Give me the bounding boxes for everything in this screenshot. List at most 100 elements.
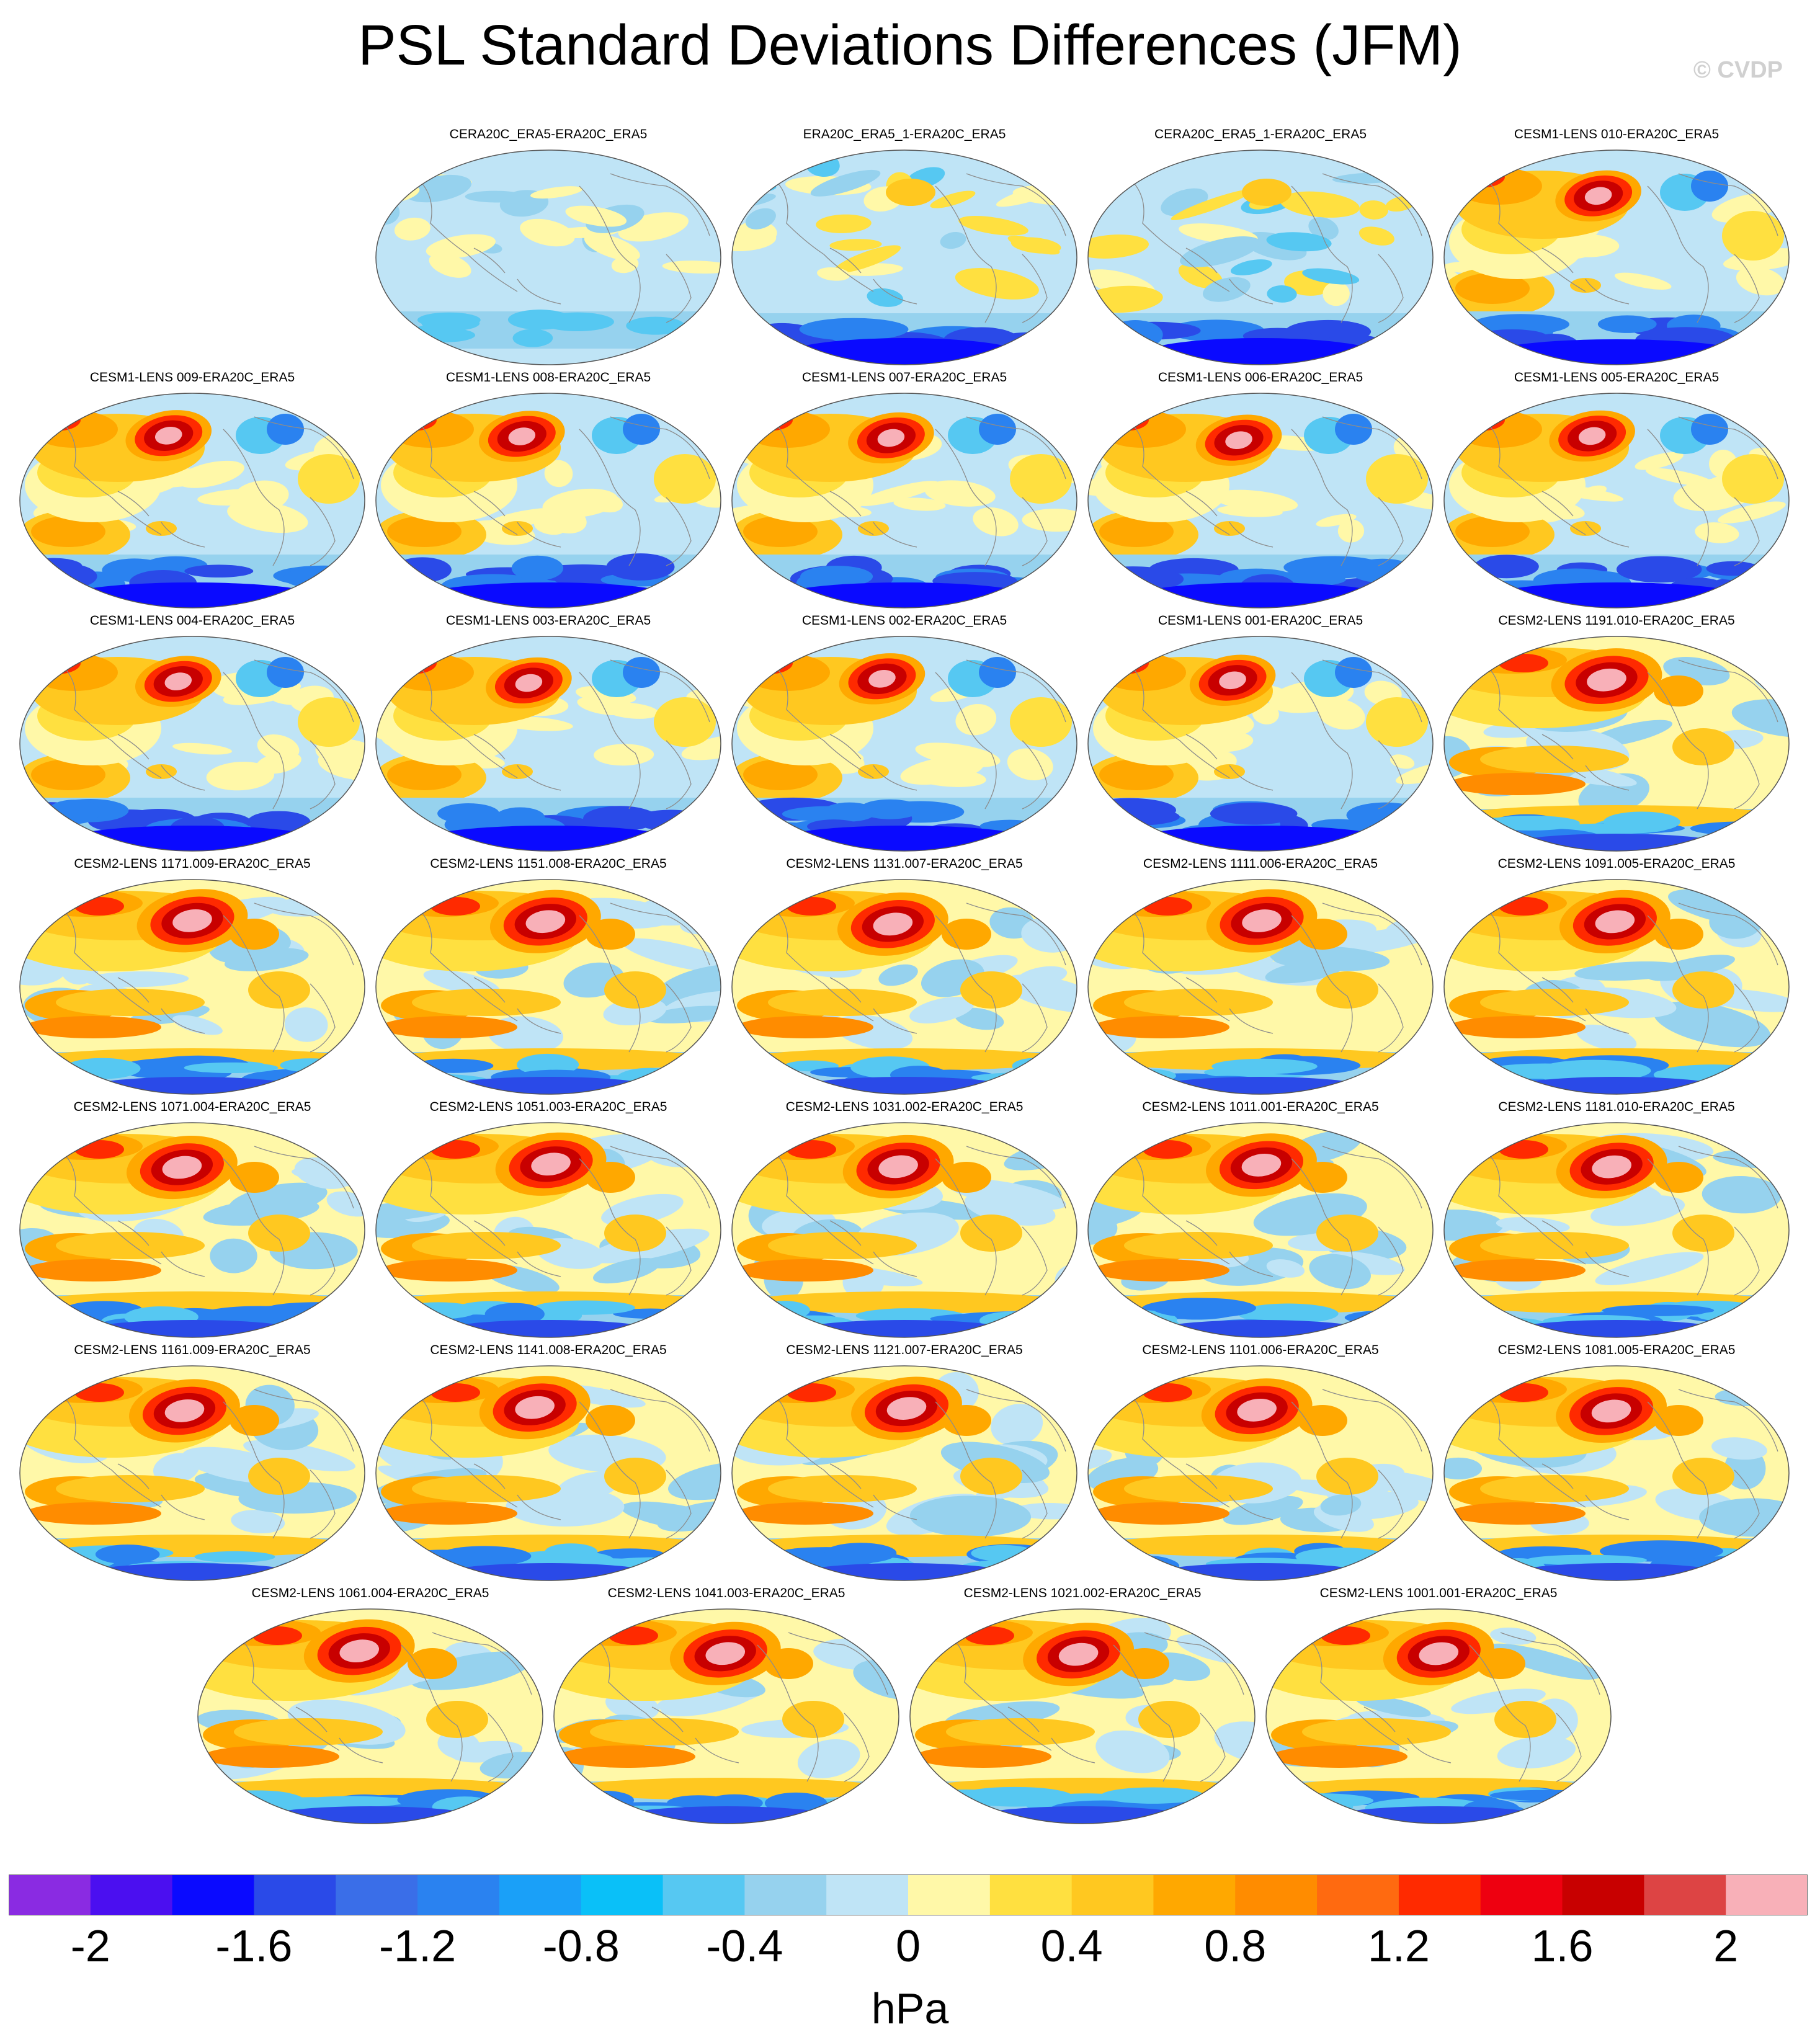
robinson-map <box>1443 636 1790 852</box>
panel-label: CESM2-LENS 1061.004-ERA20C_ERA5 <box>251 1586 489 1600</box>
colorbar-swatch <box>581 1874 664 1915</box>
panel-label: CESM2-LENS 1121.007-ERA20C_ERA5 <box>786 1343 1023 1357</box>
map-panel: CESM2-LENS 1171.009-ERA20C_ERA5 <box>19 856 366 1101</box>
map-panel: CESM1-LENS 006-ERA20C_ERA5 <box>1087 370 1434 615</box>
map-panel: CESM1-LENS 003-ERA20C_ERA5 <box>375 613 722 858</box>
map-panel: CESM2-LENS 1181.010-ERA20C_ERA5 <box>1443 1099 1790 1344</box>
colorbar-tick-label: 0 <box>896 1922 921 1971</box>
colorbar-tick-label: -2 <box>71 1922 110 1971</box>
colorbar-swatch <box>1644 1874 1726 1915</box>
panel-label: CESM2-LENS 1101.006-ERA20C_ERA5 <box>1142 1343 1379 1357</box>
map-panel: CESM2-LENS 1051.003-ERA20C_ERA5 <box>375 1099 722 1344</box>
panel-label: CESM1-LENS 008-ERA20C_ERA5 <box>445 370 651 385</box>
colorbar-swatch <box>336 1874 418 1915</box>
map-panel: ERA20C_ERA5_1-ERA20C_ERA5 <box>731 127 1078 372</box>
robinson-map <box>1443 879 1790 1095</box>
map-panel: CESM2-LENS 1091.005-ERA20C_ERA5 <box>1443 856 1790 1101</box>
colorbar-tick-label: 0.8 <box>1204 1922 1266 1971</box>
panel-label: CESM2-LENS 1021.002-ERA20C_ERA5 <box>963 1586 1202 1600</box>
robinson-map <box>1087 636 1434 852</box>
robinson-map <box>1265 1608 1612 1824</box>
robinson-map <box>1443 1122 1790 1338</box>
robinson-map <box>731 879 1077 1095</box>
robinson-map <box>375 879 721 1095</box>
colorbar-tick-label: -1.6 <box>215 1922 292 1971</box>
map-panel: CESM1-LENS 007-ERA20C_ERA5 <box>731 370 1078 615</box>
panel-label: CESM1-LENS 006-ERA20C_ERA5 <box>1158 370 1363 385</box>
map-panel: CESM2-LENS 1151.008-ERA20C_ERA5 <box>375 856 722 1101</box>
robinson-map <box>731 636 1077 852</box>
colorbar-tick-label: 1.6 <box>1531 1922 1593 1971</box>
robinson-map <box>1443 1365 1790 1581</box>
colorbar-swatch <box>417 1874 500 1915</box>
panel-label: CESM2-LENS 1091.005-ERA20C_ERA5 <box>1497 857 1736 871</box>
robinson-map <box>731 1122 1077 1338</box>
panel-label: CESM2-LENS 1161.009-ERA20C_ERA5 <box>74 1343 311 1357</box>
colorbar-swatch <box>1562 1874 1644 1915</box>
map-panel: CESM1-LENS 004-ERA20C_ERA5 <box>19 613 366 858</box>
robinson-map <box>1443 149 1790 365</box>
robinson-map <box>731 149 1077 365</box>
robinson-map <box>19 393 365 608</box>
colorbar-tick-label: 1.2 <box>1368 1922 1430 1971</box>
robinson-map <box>1087 393 1434 608</box>
panel-label: CESM1-LENS 001-ERA20C_ERA5 <box>1158 613 1363 628</box>
panel-label: CESM2-LENS 1041.003-ERA20C_ERA5 <box>607 1586 845 1600</box>
colorbar-swatch <box>1317 1874 1399 1915</box>
colorbar: -2 -1.6 -1.2 -0.8 -0.4 0 0.4 0.8 1.2 1.6 2 <box>9 1874 1808 1971</box>
colorbar-swatch <box>172 1874 254 1915</box>
robinson-map <box>731 393 1077 608</box>
colorbar-swatch <box>9 1874 91 1915</box>
map-panel: CESM2-LENS 1021.002-ERA20C_ERA5 <box>909 1585 1256 1830</box>
map-panel: CESM2-LENS 1061.004-ERA20C_ERA5 <box>197 1585 544 1830</box>
robinson-map <box>197 1608 543 1824</box>
panel-label: CESM2-LENS 1001.001-ERA20C_ERA5 <box>1319 1586 1558 1600</box>
panel-label: CESM2-LENS 1031.002-ERA20C_ERA5 <box>785 1100 1024 1114</box>
panel-label: CESM1-LENS 003-ERA20C_ERA5 <box>445 613 651 628</box>
map-panel: CESM2-LENS 1071.004-ERA20C_ERA5 <box>19 1099 366 1344</box>
robinson-map <box>375 636 721 852</box>
map-panel: CESM1-LENS 002-ERA20C_ERA5 <box>731 613 1078 858</box>
panel-label: CESM2-LENS 1171.009-ERA20C_ERA5 <box>74 857 311 871</box>
robinson-map <box>375 1122 721 1338</box>
colorbar-swatch <box>1235 1874 1318 1915</box>
map-panel: CESM2-LENS 1191.010-ERA20C_ERA5 <box>1443 613 1790 858</box>
panel-label: CERA20C_ERA5-ERA20C_ERA5 <box>449 127 648 141</box>
map-panel: CESM2-LENS 1121.007-ERA20C_ERA5 <box>731 1342 1078 1587</box>
colorbar-tick-label: 2 <box>1713 1922 1738 1971</box>
robinson-map <box>1087 1122 1434 1338</box>
panel-label: CESM2-LENS 1141.008-ERA20C_ERA5 <box>430 1343 667 1357</box>
map-panel: CERA20C_ERA5_1-ERA20C_ERA5 <box>1087 127 1434 372</box>
panel-label: CESM1-LENS 002-ERA20C_ERA5 <box>801 613 1007 628</box>
colorbar-swatch <box>499 1874 582 1915</box>
robinson-map <box>375 1365 721 1581</box>
panel-label: CESM1-LENS 005-ERA20C_ERA5 <box>1514 370 1720 385</box>
colorbar-swatch <box>1153 1874 1236 1915</box>
map-panel: CESM2-LENS 1001.001-ERA20C_ERA5 <box>1265 1585 1612 1830</box>
colorbar-tick-label: 0.4 <box>1041 1922 1103 1971</box>
colorbar-swatch <box>744 1874 827 1915</box>
panel-label: CESM2-LENS 1051.003-ERA20C_ERA5 <box>429 1100 667 1114</box>
colorbar-tick-label: -0.4 <box>706 1922 783 1971</box>
map-panel: CESM1-LENS 001-ERA20C_ERA5 <box>1087 613 1434 858</box>
map-panel: CESM1-LENS 009-ERA20C_ERA5 <box>19 370 366 615</box>
map-panel: CESM2-LENS 1081.005-ERA20C_ERA5 <box>1443 1342 1790 1587</box>
panel-label: CESM1-LENS 004-ERA20C_ERA5 <box>89 613 295 628</box>
colorbar-swatch <box>1480 1874 1563 1915</box>
panel-label: CESM2-LENS 1081.005-ERA20C_ERA5 <box>1497 1343 1736 1357</box>
panel-label: CESM2-LENS 1071.004-ERA20C_ERA5 <box>73 1100 311 1114</box>
panel-label: CESM2-LENS 1151.008-ERA20C_ERA5 <box>430 857 667 871</box>
robinson-map <box>731 1365 1077 1581</box>
robinson-map <box>553 1608 899 1824</box>
robinson-map <box>375 149 721 365</box>
robinson-map <box>1087 1365 1434 1581</box>
robinson-map <box>19 636 365 852</box>
colorbar-swatch <box>1071 1874 1154 1915</box>
panel-label: CESM1-LENS 009-ERA20C_ERA5 <box>89 370 295 385</box>
cvdp-watermark: © CVDP <box>1693 57 1783 83</box>
colorbar-swatch <box>254 1874 336 1915</box>
map-panel: CESM1-LENS 008-ERA20C_ERA5 <box>375 370 722 615</box>
robinson-map <box>1443 393 1790 608</box>
robinson-map <box>19 1365 365 1581</box>
colorbar-swatch <box>989 1874 1073 1915</box>
